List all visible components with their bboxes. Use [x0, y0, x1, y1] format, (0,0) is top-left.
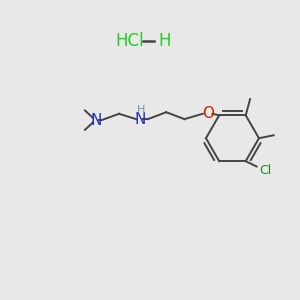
- Text: Cl: Cl: [260, 164, 272, 176]
- Text: H: H: [137, 105, 145, 115]
- Text: O: O: [202, 106, 214, 121]
- Text: N: N: [134, 112, 146, 127]
- Text: N: N: [90, 113, 102, 128]
- Text: H: H: [158, 32, 171, 50]
- Text: HCl: HCl: [115, 32, 144, 50]
